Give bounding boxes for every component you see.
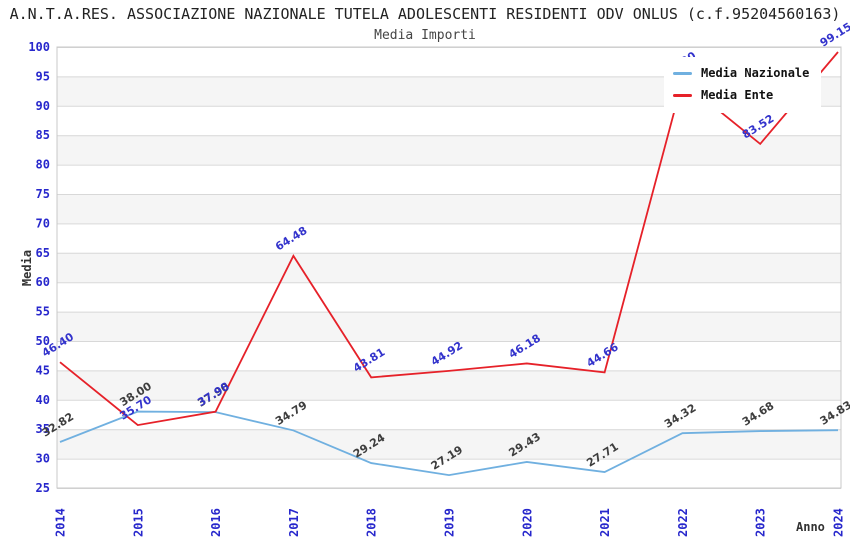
y-tick-label: 60 bbox=[36, 275, 50, 289]
x-tick-label: 2020 bbox=[520, 508, 534, 537]
x-tick-label: 2022 bbox=[676, 508, 690, 537]
x-tick-label: 2014 bbox=[54, 508, 68, 537]
y-tick-label: 75 bbox=[36, 187, 50, 201]
media-ente-line-swatch-icon bbox=[673, 93, 692, 97]
y-tick-label: 90 bbox=[36, 99, 50, 113]
grid-band bbox=[57, 252, 841, 283]
x-tick-label: 2016 bbox=[209, 508, 223, 537]
x-tick-label: 2015 bbox=[131, 508, 145, 537]
point-label-media-nazionale: 34.32 bbox=[662, 401, 698, 430]
point-label-media-nazionale: 34.79 bbox=[273, 399, 309, 428]
x-tick-label: 2018 bbox=[365, 508, 379, 537]
legend-item-media-nazionale[interactable]: Media Nazionale bbox=[673, 62, 809, 84]
chart-title: A.N.T.A.RES. ASSOCIAZIONE NAZIONALE TUTE… bbox=[9, 5, 841, 23]
point-label-media-ente: 44.92 bbox=[429, 339, 465, 368]
y-tick-label: 50 bbox=[36, 334, 50, 348]
point-label-media-ente: 44.66 bbox=[584, 340, 621, 370]
y-tick-label: 80 bbox=[36, 158, 50, 172]
y-axis-title: Media bbox=[20, 249, 34, 287]
grid-band bbox=[57, 370, 841, 400]
grid-band bbox=[57, 194, 841, 224]
y-tick-label: 55 bbox=[36, 305, 50, 319]
y-tick-label: 95 bbox=[36, 69, 50, 83]
y-tick-label: 30 bbox=[36, 452, 50, 466]
point-label-media-nazionale: 34.83 bbox=[818, 398, 850, 427]
legend-item-media-ente[interactable]: Media Ente bbox=[673, 84, 809, 106]
y-tick-label: 40 bbox=[36, 393, 50, 407]
x-tick-label: 2024 bbox=[832, 508, 846, 537]
x-tick-label: 2019 bbox=[443, 508, 457, 537]
y-tick-label: 100 bbox=[28, 40, 50, 54]
point-label-media-nazionale: 34.68 bbox=[740, 399, 776, 428]
grid-band bbox=[57, 429, 841, 459]
grid-band bbox=[57, 135, 841, 165]
y-tick-label: 85 bbox=[36, 128, 50, 142]
x-tick-label: 2021 bbox=[598, 508, 612, 537]
media-nazionale-line-swatch-icon bbox=[673, 71, 692, 75]
y-tick-label: 70 bbox=[36, 216, 50, 230]
series-line-media-nazionale bbox=[59, 410, 839, 477]
x-tick-label: 2023 bbox=[754, 508, 768, 537]
legend: Media Nazionale Media Ente bbox=[664, 57, 822, 113]
x-axis-title: Anno bbox=[796, 520, 825, 534]
y-tick-label: 45 bbox=[36, 363, 50, 377]
y-tick-label: 35 bbox=[36, 422, 50, 436]
point-label-media-ente: 64.48 bbox=[273, 224, 309, 253]
legend-label: Media Nazionale bbox=[701, 66, 810, 80]
y-tick-label: 65 bbox=[36, 246, 50, 260]
grid-band bbox=[57, 311, 841, 341]
legend-label: Media Ente bbox=[701, 88, 774, 102]
y-tick-label: 25 bbox=[36, 481, 50, 495]
point-label-media-ente: 99.15 bbox=[818, 20, 850, 49]
chart-subtitle: Media Importi bbox=[374, 28, 476, 43]
plot-border bbox=[56, 46, 842, 489]
x-tick-label: 2017 bbox=[287, 508, 301, 537]
